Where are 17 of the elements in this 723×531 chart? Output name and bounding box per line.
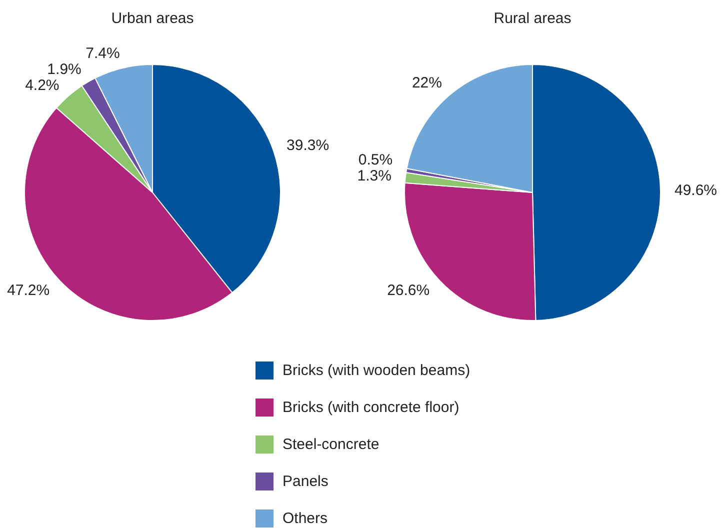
legend-label: Others	[282, 510, 328, 527]
data-label: 22%	[412, 74, 442, 92]
data-label: 0.5%	[358, 152, 393, 169]
data-label: 26.6%	[387, 282, 430, 299]
legend-label: Panels	[282, 473, 328, 490]
chart-title: Urban areas	[111, 10, 194, 27]
chart-title: Rural areas	[494, 10, 572, 27]
data-label: 4.2%	[25, 76, 60, 94]
data-label: 39.3%	[286, 137, 330, 154]
data-label: 1.3%	[357, 168, 392, 185]
data-label: 7.4%	[86, 45, 120, 62]
legend-label: Bricks (with wooden beams)	[282, 362, 470, 379]
legend-label: Steel-concrete	[282, 436, 380, 453]
data-label: 1.9%	[47, 60, 82, 78]
data-label: 49.6%	[674, 182, 718, 200]
data-label: 47.2%	[7, 282, 50, 299]
legend-label: Bricks (with concrete floor)	[282, 399, 460, 416]
